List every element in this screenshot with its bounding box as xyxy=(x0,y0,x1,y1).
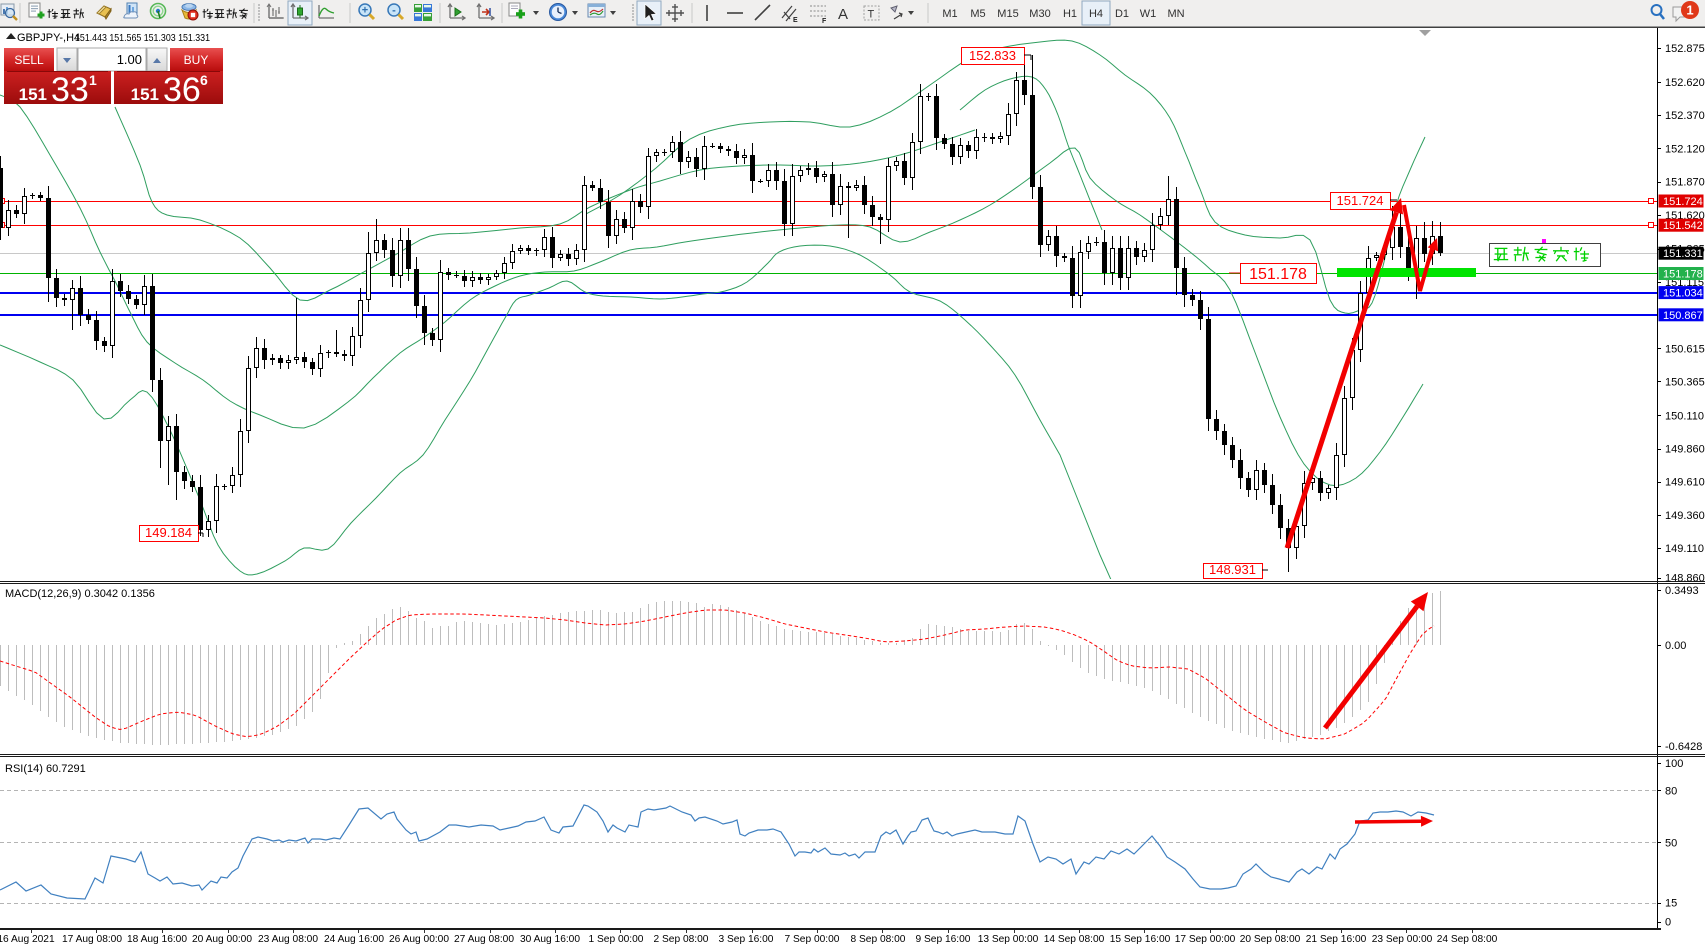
svg-text:150.365: 150.365 xyxy=(1665,377,1705,389)
svg-text:151.724: 151.724 xyxy=(1337,193,1384,208)
svg-text:151: 151 xyxy=(19,85,47,104)
svg-text:149.360: 149.360 xyxy=(1665,510,1705,522)
svg-text:M5: M5 xyxy=(970,8,985,20)
svg-text:0: 0 xyxy=(1665,917,1671,929)
svg-text:36: 36 xyxy=(163,71,201,109)
svg-text:17 Aug 08:00: 17 Aug 08:00 xyxy=(62,934,122,945)
svg-text:MACD(12,26,9) 0.3042 0.1356: MACD(12,26,9) 0.3042 0.1356 xyxy=(5,588,155,600)
svg-text:152.833: 152.833 xyxy=(969,48,1016,63)
svg-text:30 Aug 16:00: 30 Aug 16:00 xyxy=(520,934,580,945)
svg-text:M1: M1 xyxy=(942,8,957,20)
svg-text:17 Sep 00:00: 17 Sep 00:00 xyxy=(1175,934,1236,945)
svg-text:1: 1 xyxy=(89,72,97,88)
svg-text:26 Aug 00:00: 26 Aug 00:00 xyxy=(389,934,449,945)
svg-text:MN: MN xyxy=(1167,8,1184,20)
svg-text:20 Sep 08:00: 20 Sep 08:00 xyxy=(1240,934,1301,945)
svg-text:152.620: 152.620 xyxy=(1665,77,1705,89)
svg-text:151.870: 151.870 xyxy=(1665,177,1705,189)
svg-text:13 Sep 00:00: 13 Sep 00:00 xyxy=(978,934,1039,945)
svg-text:20 Aug 00:00: 20 Aug 00:00 xyxy=(192,934,252,945)
svg-text:T: T xyxy=(868,9,875,21)
svg-text:151.034: 151.034 xyxy=(1663,288,1703,300)
svg-text:GBPJPY-,H4: GBPJPY-,H4 xyxy=(17,32,80,44)
svg-text:16 Aug 2021: 16 Aug 2021 xyxy=(0,934,55,945)
svg-text:-: - xyxy=(392,5,396,17)
svg-text:150.615: 150.615 xyxy=(1665,343,1705,355)
svg-text:152.370: 152.370 xyxy=(1665,110,1705,122)
svg-text:D1: D1 xyxy=(1115,8,1129,20)
svg-text:21 Sep 16:00: 21 Sep 16:00 xyxy=(1306,934,1367,945)
svg-text:151: 151 xyxy=(131,85,159,104)
svg-text:+: + xyxy=(362,5,368,17)
svg-text:149.860: 149.860 xyxy=(1665,444,1705,456)
svg-text:2 Sep 08:00: 2 Sep 08:00 xyxy=(654,934,709,945)
svg-text:1: 1 xyxy=(1686,3,1693,18)
svg-text:151.178: 151.178 xyxy=(1249,266,1307,283)
svg-text:151.443 151.565 151.303 151.33: 151.443 151.565 151.303 151.331 xyxy=(75,32,210,44)
svg-text:14 Sep 08:00: 14 Sep 08:00 xyxy=(1044,934,1105,945)
svg-text:SELL: SELL xyxy=(14,53,44,67)
svg-text:A: A xyxy=(838,6,848,23)
svg-text:24 Sep 08:00: 24 Sep 08:00 xyxy=(1437,934,1498,945)
svg-text:149.110: 149.110 xyxy=(1665,543,1704,555)
svg-text:150.110: 150.110 xyxy=(1665,410,1704,422)
svg-text:23 Aug 08:00: 23 Aug 08:00 xyxy=(258,934,318,945)
svg-text:18 Aug 16:00: 18 Aug 16:00 xyxy=(127,934,187,945)
svg-text:1.00: 1.00 xyxy=(117,52,142,67)
svg-text:100: 100 xyxy=(1665,758,1683,770)
svg-text:149.184: 149.184 xyxy=(145,525,192,540)
svg-text:E: E xyxy=(793,17,798,24)
svg-text:7 Sep 00:00: 7 Sep 00:00 xyxy=(785,934,840,945)
svg-text:M15: M15 xyxy=(997,8,1018,20)
svg-text:152.875: 152.875 xyxy=(1665,43,1705,55)
svg-text:F: F xyxy=(822,18,827,25)
svg-text:9 Sep 16:00: 9 Sep 16:00 xyxy=(916,934,971,945)
svg-text:BUY: BUY xyxy=(184,53,209,67)
svg-text:33: 33 xyxy=(51,71,89,109)
svg-text:6: 6 xyxy=(200,72,208,88)
svg-text:148.860: 148.860 xyxy=(1665,573,1705,585)
svg-text:152.120: 152.120 xyxy=(1665,143,1705,155)
svg-text:-0.6428: -0.6428 xyxy=(1665,741,1702,753)
svg-text:15 Sep 16:00: 15 Sep 16:00 xyxy=(1110,934,1171,945)
svg-text:27 Aug 08:00: 27 Aug 08:00 xyxy=(454,934,514,945)
svg-text:23 Sep 00:00: 23 Sep 00:00 xyxy=(1372,934,1433,945)
svg-text:0.00: 0.00 xyxy=(1665,640,1686,652)
svg-text:151.178: 151.178 xyxy=(1663,269,1703,281)
svg-text:H4: H4 xyxy=(1089,8,1103,20)
svg-text:151.542: 151.542 xyxy=(1663,220,1703,232)
svg-text:8 Sep 08:00: 8 Sep 08:00 xyxy=(851,934,906,945)
svg-text:149.610: 149.610 xyxy=(1665,477,1705,489)
svg-text:50: 50 xyxy=(1665,837,1677,849)
svg-text:3 Sep 16:00: 3 Sep 16:00 xyxy=(719,934,774,945)
svg-text:1 Sep 00:00: 1 Sep 00:00 xyxy=(589,934,644,945)
svg-text:RSI(14) 60.7291: RSI(14) 60.7291 xyxy=(5,763,86,775)
svg-text:H1: H1 xyxy=(1063,8,1077,20)
svg-text:150.867: 150.867 xyxy=(1663,310,1703,322)
svg-text:24 Aug 16:00: 24 Aug 16:00 xyxy=(324,934,384,945)
svg-text:148.931: 148.931 xyxy=(1209,562,1256,577)
svg-text:151.331: 151.331 xyxy=(1663,248,1703,260)
svg-text:0.3493: 0.3493 xyxy=(1665,585,1699,597)
svg-text:M30: M30 xyxy=(1029,8,1050,20)
svg-text:151.724: 151.724 xyxy=(1663,196,1703,208)
svg-text:15: 15 xyxy=(1665,898,1677,910)
svg-text:W1: W1 xyxy=(1140,8,1157,20)
svg-text:80: 80 xyxy=(1665,785,1677,797)
